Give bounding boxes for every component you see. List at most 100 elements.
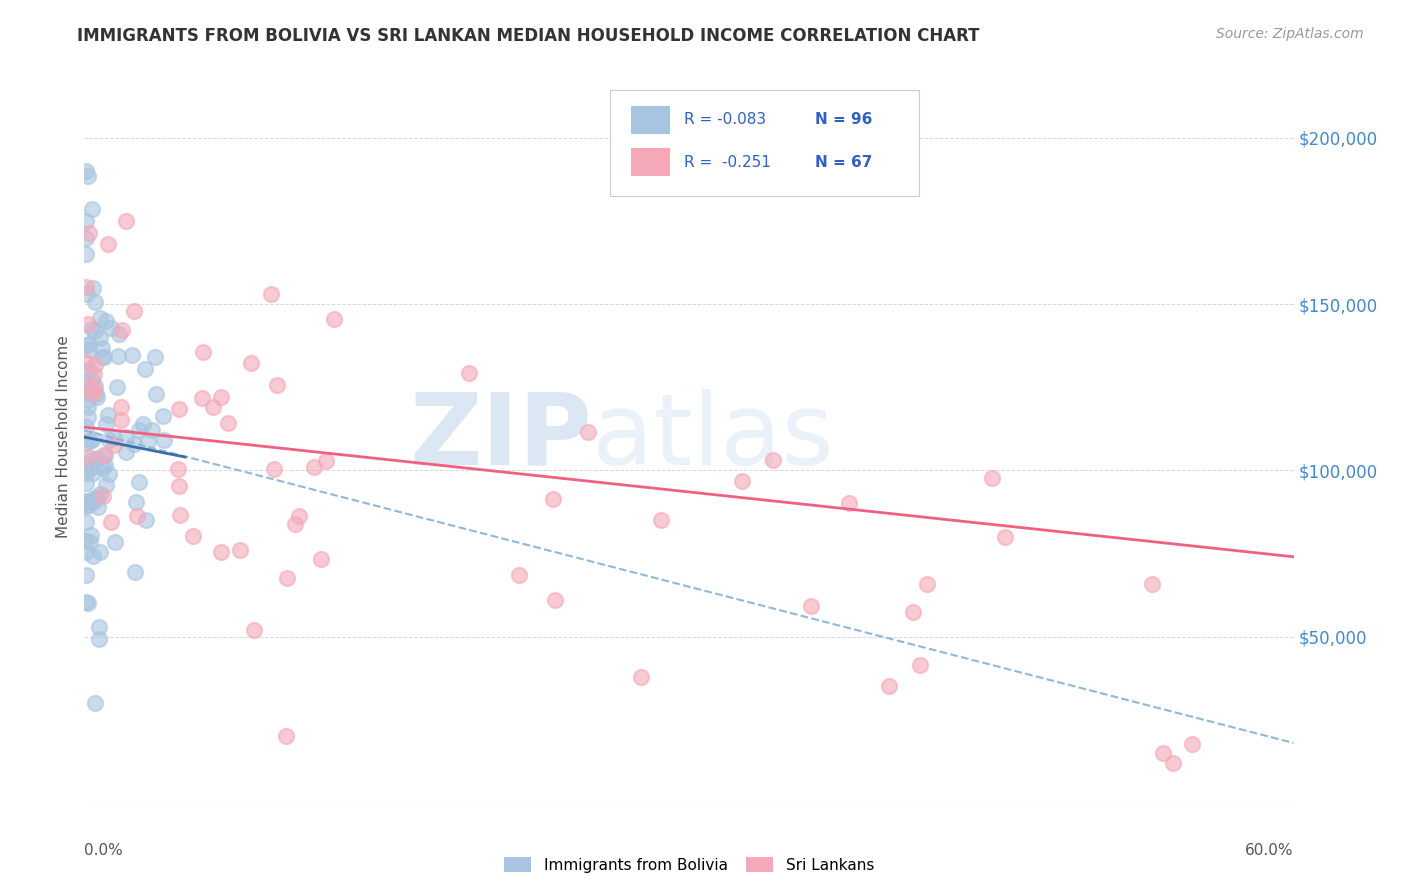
Immigrants from Bolivia <box>91 350 114 364</box>
Immigrants from Bolivia <box>75 164 97 178</box>
Sri Lankans <box>82 386 104 401</box>
Sri Lankans <box>284 517 307 532</box>
Immigrants from Bolivia <box>128 475 150 489</box>
Sri Lankans <box>77 317 100 331</box>
Sri Lankans <box>879 679 901 693</box>
Sri Lankans <box>83 382 105 396</box>
Immigrants from Bolivia <box>75 500 97 514</box>
Sri Lankans <box>114 214 136 228</box>
Sri Lankans <box>167 478 190 492</box>
Immigrants from Bolivia <box>75 594 97 608</box>
Immigrants from Bolivia <box>75 214 97 228</box>
Sri Lankans <box>994 530 1017 544</box>
Immigrants from Bolivia <box>94 448 117 462</box>
Immigrants from Bolivia <box>75 494 97 508</box>
Immigrants from Bolivia <box>107 349 129 363</box>
Text: R = -0.083: R = -0.083 <box>685 112 766 128</box>
Sri Lankans <box>458 366 481 380</box>
Immigrants from Bolivia <box>104 535 127 549</box>
Immigrants from Bolivia <box>122 437 145 451</box>
Immigrants from Bolivia <box>76 596 98 610</box>
Immigrants from Bolivia <box>76 365 98 379</box>
Sri Lankans <box>93 489 115 503</box>
Immigrants from Bolivia <box>82 322 104 336</box>
Immigrants from Bolivia <box>82 281 104 295</box>
Immigrants from Bolivia <box>80 202 103 216</box>
Immigrants from Bolivia <box>96 478 118 492</box>
Sri Lankans <box>83 367 105 381</box>
Sri Lankans <box>576 425 599 439</box>
Sri Lankans <box>544 593 567 607</box>
Immigrants from Bolivia <box>125 495 148 509</box>
Immigrants from Bolivia <box>132 417 155 431</box>
Immigrants from Bolivia <box>75 533 97 548</box>
Sri Lankans <box>541 491 564 506</box>
Immigrants from Bolivia <box>75 476 97 491</box>
Immigrants from Bolivia <box>89 632 111 646</box>
Immigrants from Bolivia <box>134 362 156 376</box>
Sri Lankans <box>209 390 232 404</box>
Sri Lankans <box>1152 746 1174 760</box>
Immigrants from Bolivia <box>91 460 114 475</box>
Immigrants from Bolivia <box>94 458 117 473</box>
Immigrants from Bolivia <box>97 409 120 423</box>
Sri Lankans <box>1142 577 1164 591</box>
Immigrants from Bolivia <box>89 331 111 345</box>
FancyBboxPatch shape <box>631 148 669 176</box>
Immigrants from Bolivia <box>77 400 100 414</box>
Immigrants from Bolivia <box>115 445 138 459</box>
Sri Lankans <box>76 381 98 395</box>
Sri Lankans <box>76 450 98 464</box>
Sri Lankans <box>217 417 239 431</box>
Immigrants from Bolivia <box>79 535 101 549</box>
Immigrants from Bolivia <box>75 384 97 399</box>
Immigrants from Bolivia <box>79 434 101 448</box>
Sri Lankans <box>110 400 132 414</box>
Immigrants from Bolivia <box>91 342 114 356</box>
Immigrants from Bolivia <box>84 387 107 401</box>
Text: 0.0%: 0.0% <box>84 843 124 858</box>
Sri Lankans <box>209 545 232 559</box>
Immigrants from Bolivia <box>79 336 101 351</box>
Immigrants from Bolivia <box>84 294 107 309</box>
Immigrants from Bolivia <box>86 451 108 466</box>
Immigrants from Bolivia <box>100 321 122 335</box>
Immigrants from Bolivia <box>82 460 104 475</box>
Text: N = 67: N = 67 <box>814 154 872 169</box>
Sri Lankans <box>260 286 283 301</box>
Sri Lankans <box>75 354 97 368</box>
Text: atlas: atlas <box>592 389 834 485</box>
Immigrants from Bolivia <box>138 434 160 449</box>
Sri Lankans <box>901 605 924 619</box>
Immigrants from Bolivia <box>75 231 97 245</box>
Sri Lankans <box>915 576 938 591</box>
Sri Lankans <box>125 509 148 524</box>
FancyBboxPatch shape <box>631 106 669 134</box>
Immigrants from Bolivia <box>75 545 97 559</box>
Immigrants from Bolivia <box>143 350 166 364</box>
Text: ZIP: ZIP <box>409 389 592 485</box>
Sri Lankans <box>110 413 132 427</box>
Sri Lankans <box>910 657 932 672</box>
Immigrants from Bolivia <box>77 361 100 376</box>
Immigrants from Bolivia <box>152 409 174 424</box>
Sri Lankans <box>762 453 785 467</box>
Immigrants from Bolivia <box>94 417 117 431</box>
Sri Lankans <box>630 670 652 684</box>
Immigrants from Bolivia <box>145 386 167 401</box>
Sri Lankans <box>166 461 188 475</box>
Sri Lankans <box>731 474 754 488</box>
Immigrants from Bolivia <box>141 423 163 437</box>
Immigrants from Bolivia <box>121 348 143 362</box>
Y-axis label: Median Household Income: Median Household Income <box>56 335 72 539</box>
Text: N = 96: N = 96 <box>814 112 872 128</box>
Immigrants from Bolivia <box>96 314 118 328</box>
Sri Lankans <box>77 226 100 240</box>
Sri Lankans <box>288 509 311 524</box>
Immigrants from Bolivia <box>105 380 128 394</box>
Sri Lankans <box>838 496 860 510</box>
Immigrants from Bolivia <box>124 565 146 579</box>
Text: IMMIGRANTS FROM BOLIVIA VS SRI LANKAN MEDIAN HOUSEHOLD INCOME CORRELATION CHART: IMMIGRANTS FROM BOLIVIA VS SRI LANKAN ME… <box>77 27 980 45</box>
Sri Lankans <box>228 543 250 558</box>
Immigrants from Bolivia <box>75 466 97 480</box>
